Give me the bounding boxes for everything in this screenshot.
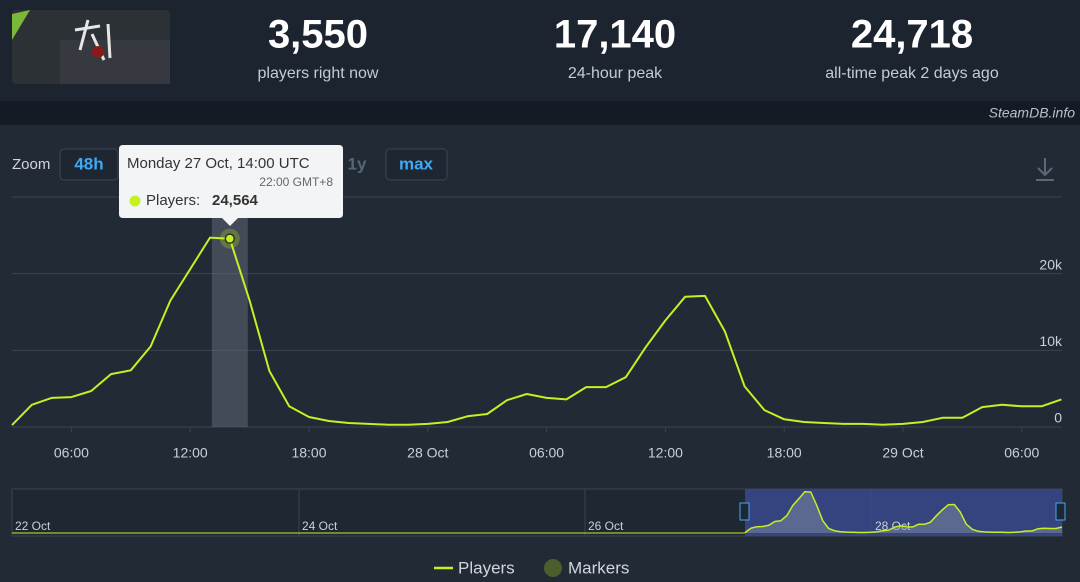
navigator[interactable]: 22 Oct 24 Oct 26 Oct 28 Oct [11, 488, 1066, 537]
navigator-handle[interactable] [739, 502, 750, 521]
x-tick-label: 18:00 [767, 445, 802, 461]
stat-value: 17,140 [554, 13, 676, 57]
navigator-line [744, 491, 1063, 534]
stat-label: 24-hour peak [568, 65, 663, 82]
button-text: 48h [74, 154, 103, 173]
stat-label: players right now [258, 65, 379, 82]
game-thumbnail[interactable] [12, 10, 170, 84]
x-tick-label: 29 Oct [882, 445, 923, 461]
thumbnail-shade [60, 40, 170, 84]
y-tick-label: 0 [1054, 410, 1062, 426]
legend-label[interactable]: Markers [568, 558, 629, 577]
zoom-button[interactable]: 48h [59, 148, 119, 181]
navigator-label: 24 Oct [302, 519, 338, 533]
tooltip-value: 24,564 [212, 192, 259, 209]
button-text: 1y [348, 154, 367, 173]
stat-value: 3,550 [268, 13, 368, 57]
zoom-label: Zoom [12, 156, 50, 173]
zoom-button[interactable]: 1y [348, 154, 367, 173]
legend: Players Markers [434, 558, 629, 577]
x-tick-label: 12:00 [648, 445, 683, 461]
stat-value: 24,718 [851, 13, 973, 57]
y-tick-label: 20k [1039, 256, 1063, 272]
stat-label: all-time peak 2 days ago [825, 65, 999, 82]
x-tick-label: 06:00 [54, 445, 89, 461]
tooltip-swatch [129, 195, 141, 207]
x-tick-label: 06:00 [529, 445, 564, 461]
tooltip-date: Monday 27 Oct, 14:00 UTC [127, 155, 310, 172]
tooltip-box [119, 145, 343, 226]
plot: 0 10k 20k 06:00 12:00 18:00 28 Oct 06:00 12:00 18… [11, 196, 1063, 461]
download-icon [1036, 158, 1054, 181]
navigator-label: 26 Oct [588, 519, 624, 533]
download-button[interactable] [1036, 158, 1054, 181]
thumbnail-art [92, 46, 104, 58]
zoom-button[interactable]: max [385, 148, 448, 181]
x-tick-label: 12:00 [173, 445, 208, 461]
legend-label[interactable]: Players [458, 558, 515, 577]
series-line [11, 236, 1062, 426]
button-frame [59, 148, 119, 181]
thumbnail-badge [12, 10, 30, 40]
thumbnail-art [74, 19, 112, 61]
navigator-label: 28 Oct [875, 519, 911, 533]
x-tick-label: 06:00 [1004, 445, 1039, 461]
button-text: max [399, 154, 434, 173]
watermark-band [0, 101, 1080, 125]
navigator-label: 22 Oct [15, 519, 51, 533]
navigator-selection [745, 489, 1062, 536]
header-bg [0, 0, 1080, 101]
navigator-handle[interactable] [1055, 502, 1066, 521]
watermark: SteamDB.info [989, 105, 1076, 121]
tooltip: Monday 27 Oct, 14:00 UTC 22:00 GMT+8 Pla… [119, 145, 343, 226]
y-tick-label: 10k [1039, 333, 1063, 349]
x-tick-label: 18:00 [291, 445, 326, 461]
x-tick-label: 28 Oct [407, 445, 448, 461]
button-frame [385, 148, 448, 181]
tooltip-local: 22:00 GMT+8 [259, 175, 333, 189]
tooltip-series: Players: [146, 192, 200, 209]
legend-marker [544, 559, 562, 577]
hover-point [224, 233, 236, 244]
